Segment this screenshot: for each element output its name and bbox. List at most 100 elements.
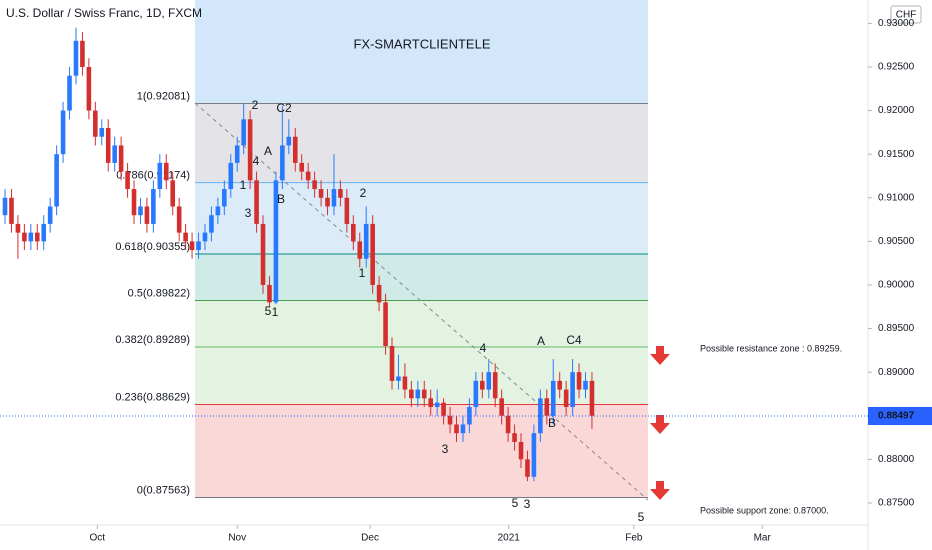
candle-body xyxy=(357,241,363,259)
wave-label: 5 xyxy=(638,510,645,524)
candle-body xyxy=(176,206,182,233)
candle-body xyxy=(409,389,414,399)
candle-body xyxy=(209,215,214,233)
wave-label: 5 xyxy=(265,304,272,318)
wave-label: 3 xyxy=(442,442,449,456)
fib-label: 0.382(0.89289) xyxy=(115,334,190,346)
fib-retracement: 1(0.92081) 0.786(0.91174) 0.618(0.90355) 0.… xyxy=(115,0,648,498)
candle-body xyxy=(267,284,272,303)
candle-body xyxy=(473,380,479,408)
y-tick-label: 0.89500 xyxy=(878,323,915,334)
candle-body xyxy=(563,389,569,408)
wave-label: 3 xyxy=(245,206,252,220)
candle-body xyxy=(428,398,434,408)
candle-body xyxy=(396,376,401,381)
candle-body xyxy=(157,162,163,190)
candle-body xyxy=(525,459,530,477)
y-tick-label: 0.88000 xyxy=(878,454,915,465)
current-price-box xyxy=(868,407,932,426)
annotation: Possible support zone: 0.87000. xyxy=(700,505,829,515)
candle-body xyxy=(499,398,504,416)
arrows xyxy=(650,346,670,500)
arrow-down xyxy=(650,481,670,500)
y-tick-label: 0.91500 xyxy=(878,149,915,160)
candle-body xyxy=(170,180,176,207)
candle-body xyxy=(183,232,188,242)
candle-body xyxy=(54,154,59,207)
candle-body xyxy=(292,136,298,163)
current-price-label: 0.88497 xyxy=(878,411,915,422)
y-tick-label: 0.87500 xyxy=(878,498,915,509)
candle-body xyxy=(583,380,588,390)
candle-body xyxy=(105,128,111,163)
candle-body xyxy=(421,389,427,399)
y-tick-label: 0.90500 xyxy=(878,236,915,247)
y-tick-label: 0.89000 xyxy=(878,367,915,378)
candle-body xyxy=(531,433,537,477)
wave-label: 4 xyxy=(480,341,487,355)
candle-body xyxy=(138,206,143,216)
candle-body xyxy=(60,110,66,155)
candle-body xyxy=(151,189,156,224)
y-tick-label: 0.92000 xyxy=(878,105,915,116)
candle-body xyxy=(447,415,453,425)
candle-body xyxy=(131,189,137,216)
candle-body xyxy=(280,145,285,181)
y-tick-label: 0.91000 xyxy=(878,192,915,203)
fib-label: 1(0.92081) xyxy=(137,90,190,102)
wave-label: C2 xyxy=(276,101,292,115)
wave-label: 5 xyxy=(512,496,519,510)
currency[interactable]: CHF xyxy=(896,10,917,21)
candle-body xyxy=(312,180,317,190)
candle-body xyxy=(544,398,550,416)
fib-zone xyxy=(195,300,648,347)
candle-body xyxy=(467,407,472,425)
x-tick-label: Mar xyxy=(754,533,772,544)
wave-label: C4 xyxy=(566,333,582,347)
x-tick-label: Oct xyxy=(89,533,105,544)
wave-label: 3 xyxy=(524,497,531,511)
candle-body xyxy=(325,197,330,207)
candle-body xyxy=(73,40,79,76)
candle-body xyxy=(241,119,246,146)
candle-body xyxy=(389,345,395,381)
wave-label: 1 xyxy=(240,178,247,192)
fib-label: 0.618(0.90355) xyxy=(115,241,190,253)
candle-body xyxy=(215,206,221,216)
wave-label: 2 xyxy=(360,186,367,200)
candle-body xyxy=(118,145,124,172)
candle-body xyxy=(47,206,53,224)
candle-body xyxy=(589,380,595,416)
candle-body xyxy=(67,75,72,111)
fib-label: 0.236(0.88629) xyxy=(115,391,190,403)
candle-body xyxy=(234,145,240,163)
arrow-down xyxy=(650,346,670,365)
candle-body xyxy=(376,284,382,303)
candle-body xyxy=(305,171,311,181)
y-tick-label: 0.90000 xyxy=(878,280,915,291)
wave-label: A xyxy=(264,144,272,158)
wave-label: B xyxy=(548,416,556,430)
fib-label: 0.5(0.89822) xyxy=(128,287,190,299)
candle-body xyxy=(550,380,556,416)
wave-label: B xyxy=(277,192,285,206)
x-tick-label: Feb xyxy=(625,533,643,544)
candle-body xyxy=(492,372,498,399)
candle-body xyxy=(28,232,34,242)
fib-zone xyxy=(195,182,648,254)
wave-label: 1 xyxy=(359,266,366,280)
candle-body xyxy=(189,241,195,251)
candle-body xyxy=(260,223,266,285)
candle-body xyxy=(228,162,234,190)
x-tick-label: 2021 xyxy=(498,533,521,544)
candle-body xyxy=(460,424,466,434)
currency-box[interactable] xyxy=(890,5,922,24)
candle-body xyxy=(22,232,27,242)
candle-body xyxy=(86,66,92,111)
candle-body xyxy=(480,380,485,390)
candle-body xyxy=(351,223,356,242)
candle-body xyxy=(512,433,517,442)
wave-label: A xyxy=(537,334,545,348)
candle-body xyxy=(286,136,292,146)
